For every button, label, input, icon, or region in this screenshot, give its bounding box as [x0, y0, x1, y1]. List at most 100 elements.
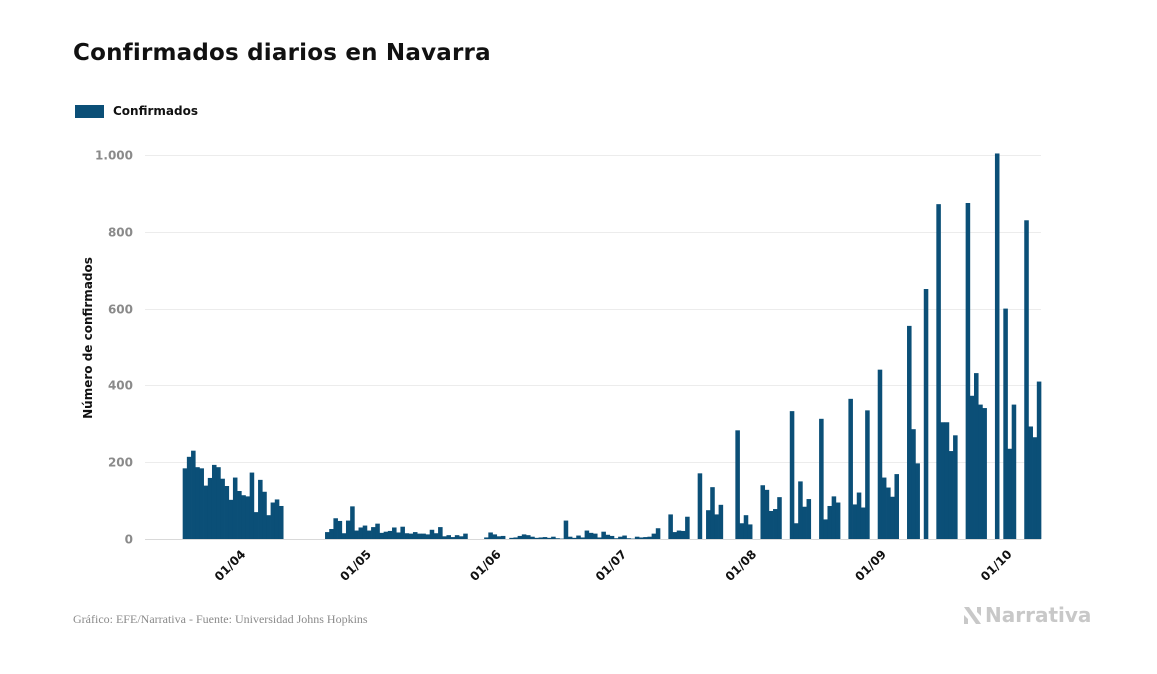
bar	[345, 520, 351, 539]
bar	[923, 289, 929, 539]
bar	[747, 524, 753, 539]
bar	[404, 533, 410, 539]
bar	[978, 404, 983, 539]
bar	[400, 526, 405, 539]
bar	[580, 537, 585, 539]
bar	[484, 537, 489, 539]
bar	[366, 530, 372, 539]
bar	[1003, 308, 1008, 539]
bar	[191, 450, 196, 539]
legend-label: Confirmados	[113, 104, 198, 118]
bar	[940, 422, 946, 539]
legend-swatch	[75, 104, 104, 118]
bar	[182, 468, 188, 539]
bar	[768, 510, 774, 539]
bar	[572, 537, 577, 539]
bar	[216, 467, 221, 539]
bar	[634, 536, 640, 539]
bar	[827, 505, 833, 539]
bar	[387, 530, 393, 539]
bar	[948, 451, 954, 539]
bar	[915, 463, 920, 539]
bar	[710, 487, 715, 539]
bar	[396, 532, 401, 539]
bar	[777, 497, 782, 539]
bar	[408, 533, 414, 539]
bar	[538, 537, 544, 539]
y-tick-label: 200	[108, 456, 133, 470]
bar	[232, 477, 238, 539]
bar	[425, 534, 431, 539]
bar	[856, 492, 862, 539]
bar	[417, 533, 422, 539]
bar	[563, 520, 569, 539]
bar	[371, 527, 376, 539]
y-tick-label: 1.000	[95, 149, 133, 163]
bar	[655, 528, 661, 539]
bar	[266, 515, 271, 539]
x-tick-label: 01/06	[467, 547, 504, 584]
bar	[362, 525, 368, 539]
bar	[350, 506, 355, 539]
bar	[249, 472, 255, 539]
bar	[333, 518, 338, 539]
bar	[643, 537, 648, 539]
bar	[739, 523, 745, 539]
y-tick-label: 600	[108, 303, 133, 317]
bar	[718, 504, 724, 539]
bar	[392, 527, 397, 539]
bar	[651, 533, 657, 539]
bar	[270, 502, 276, 539]
bar	[584, 530, 590, 539]
bar	[446, 535, 451, 539]
bar	[383, 531, 389, 539]
bar	[676, 530, 682, 539]
bar	[806, 499, 812, 539]
bar	[685, 516, 690, 539]
bar	[513, 537, 518, 539]
bar	[186, 456, 192, 539]
bar	[1028, 426, 1033, 539]
bar	[1011, 404, 1017, 539]
bar	[618, 536, 623, 539]
x-axis-ticks: 01/04 01/05 01/06 01/07 01/08 01/09 01/10	[212, 547, 1015, 584]
bar	[262, 491, 267, 539]
x-tick-label: 01/04	[212, 547, 249, 584]
bar	[253, 512, 259, 539]
bar	[944, 422, 950, 539]
x-tick-label: 01/10	[978, 547, 1015, 584]
bar	[852, 504, 858, 539]
bar	[743, 515, 749, 539]
bar	[672, 532, 678, 539]
bar	[421, 533, 426, 539]
bar	[509, 537, 514, 539]
bar	[258, 479, 263, 539]
bar	[668, 514, 673, 539]
bar	[798, 481, 803, 539]
bar	[706, 510, 711, 539]
bar	[735, 430, 740, 539]
x-tick-label: 01/09	[852, 547, 889, 584]
x-tick-label: 01/05	[337, 547, 374, 584]
bar	[496, 536, 502, 539]
bar	[341, 533, 347, 539]
bar	[793, 523, 799, 539]
bar	[521, 534, 527, 539]
bar	[760, 485, 766, 539]
gridlines	[145, 155, 1041, 463]
bar	[325, 532, 330, 539]
brand-name: Narrativa	[985, 603, 1092, 627]
bar	[379, 532, 385, 539]
bar	[500, 535, 506, 539]
bar	[412, 532, 418, 539]
y-tick-label: 800	[108, 226, 133, 240]
bar	[647, 536, 652, 539]
bar	[597, 537, 602, 539]
bar	[865, 410, 870, 539]
bar	[773, 509, 778, 539]
bar	[459, 536, 464, 539]
bar	[228, 499, 234, 539]
bar	[886, 487, 891, 539]
bar	[626, 538, 632, 539]
